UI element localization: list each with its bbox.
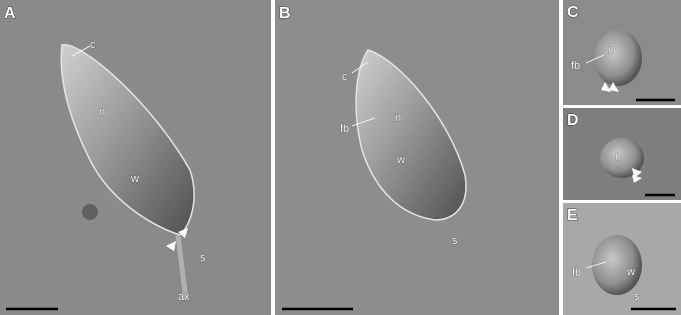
label: fb xyxy=(572,267,581,279)
panel-letter: D xyxy=(567,112,579,129)
label: n xyxy=(99,106,105,118)
panel-letter: E xyxy=(567,207,578,224)
label: s xyxy=(634,291,640,303)
label: s xyxy=(200,252,206,264)
label: c xyxy=(90,39,96,51)
panel-d: D n xyxy=(563,108,681,200)
label: c xyxy=(342,71,348,83)
label: n xyxy=(608,44,614,56)
label: ax xyxy=(178,291,190,303)
label: w xyxy=(626,266,635,278)
panel-c: C n fb xyxy=(563,0,681,105)
panel-e: E fb w s xyxy=(563,203,681,315)
panel-a: A c n w s ax xyxy=(0,0,271,315)
label: n xyxy=(395,112,401,124)
label: w xyxy=(130,173,139,185)
label: fb xyxy=(571,60,580,72)
label: n xyxy=(615,151,621,163)
panel-letter: A xyxy=(4,5,16,22)
label: s xyxy=(452,235,458,247)
label: w xyxy=(396,154,405,166)
panel-b: B c fb n w s xyxy=(275,0,559,315)
label: fb xyxy=(340,123,349,135)
panel-letter: B xyxy=(279,5,291,22)
panel-letter: C xyxy=(567,4,579,21)
